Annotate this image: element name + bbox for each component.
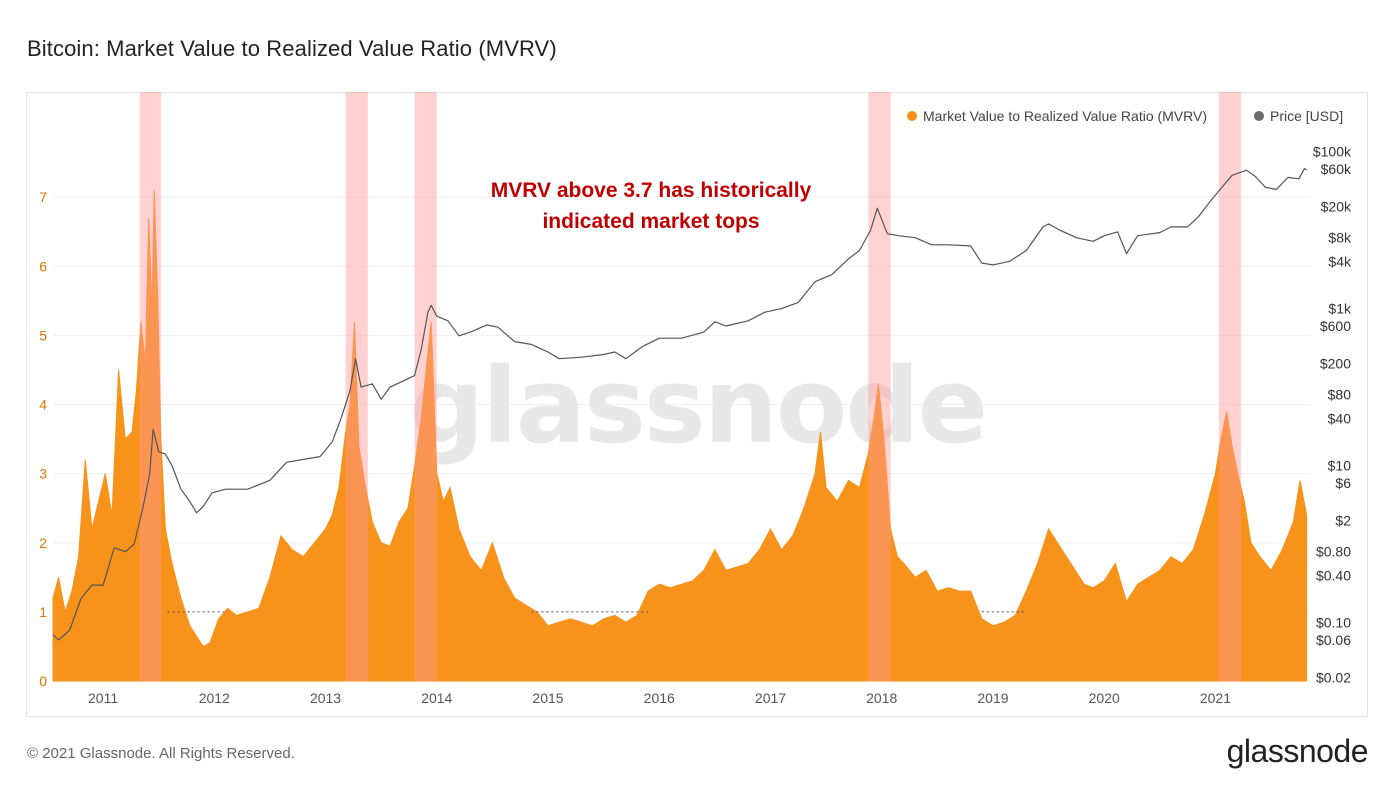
left-tick-label: 3 xyxy=(39,466,47,482)
x-tick-label: 2013 xyxy=(310,690,341,706)
left-tick-label: 7 xyxy=(39,189,47,205)
top-highlight-band xyxy=(414,92,437,681)
price-series xyxy=(52,167,1308,641)
annotation-line-2: indicated market tops xyxy=(542,210,759,233)
x-tick-label: 2016 xyxy=(644,690,675,706)
legend-label-mvrv[interactable]: Market Value to Realized Value Ratio (MV… xyxy=(923,108,1207,124)
right-tick-label: $100k xyxy=(1313,144,1352,160)
highlight-bands xyxy=(139,92,1242,681)
x-tick-label: 2011 xyxy=(88,690,118,706)
x-tick-label: 2017 xyxy=(755,690,786,706)
annotation-line-1: MVRV above 3.7 has historically xyxy=(491,179,812,202)
right-tick-label: $40 xyxy=(1328,410,1352,426)
x-tick-label: 2014 xyxy=(421,690,452,706)
top-highlight-band xyxy=(345,92,368,681)
x-axis: 2011 2012 2013 2014 2015 2016 2017 2018 2019 2020… xyxy=(88,690,1231,706)
page-title: Bitcoin: Market Value to Realized Value … xyxy=(27,36,557,61)
annotation: MVRV above 3.7 has historically indicate… xyxy=(491,179,812,233)
right-tick-label: $6 xyxy=(1335,475,1351,491)
right-tick-label: $4k xyxy=(1328,253,1352,269)
x-tick-label: 2020 xyxy=(1089,690,1120,706)
brand-logo[interactable]: glassnode xyxy=(1226,733,1369,769)
left-tick-label: 2 xyxy=(39,535,47,551)
copyright: © 2021 Glassnode. All Rights Reserved. xyxy=(27,745,295,762)
x-tick-label: 2012 xyxy=(199,690,230,706)
right-tick-label: $0.80 xyxy=(1316,544,1351,560)
right-tick-label: $0.02 xyxy=(1316,669,1351,685)
watermark: glassnode xyxy=(410,345,989,467)
right-tick-label: $80 xyxy=(1328,387,1352,403)
left-axis: 0 1 2 3 4 5 6 7 xyxy=(39,189,47,689)
top-highlight-band xyxy=(1218,92,1242,681)
price-line xyxy=(52,167,1308,641)
left-tick-label: 0 xyxy=(39,673,47,689)
x-tick-label: 2021 xyxy=(1200,690,1231,706)
legend-label-price[interactable]: Price [USD] xyxy=(1270,108,1343,124)
right-tick-label: $0.40 xyxy=(1316,567,1351,583)
right-tick-label: $1k xyxy=(1328,301,1352,317)
left-tick-label: 1 xyxy=(39,604,47,620)
left-tick-label: 6 xyxy=(39,258,47,274)
right-tick-label: $10 xyxy=(1328,458,1352,474)
legend: Market Value to Realized Value Ratio (MV… xyxy=(907,108,1343,124)
chart-panel xyxy=(26,92,1368,717)
x-tick-label: 2015 xyxy=(532,690,563,706)
right-axis: $100k$60k$20k$8k$4k$1k$600$200$80$40$10$… xyxy=(1313,144,1352,686)
legend-swatch-mvrv xyxy=(907,111,917,121)
right-tick-label: $600 xyxy=(1320,318,1351,334)
right-tick-label: $2 xyxy=(1335,512,1351,528)
top-highlight-band xyxy=(139,92,161,681)
top-highlight-band xyxy=(868,92,891,681)
left-tick-label: 4 xyxy=(39,397,47,413)
mvrv-series xyxy=(52,190,1308,682)
left-tick-label: 5 xyxy=(39,327,47,343)
right-tick-label: $60k xyxy=(1321,161,1352,177)
right-tick-label: $8k xyxy=(1328,230,1352,246)
legend-swatch-price xyxy=(1254,111,1264,121)
right-tick-label: $0.10 xyxy=(1316,615,1351,631)
right-tick-label: $200 xyxy=(1320,355,1351,371)
right-tick-label: $20k xyxy=(1321,198,1352,214)
watermark-text: glassnode xyxy=(410,345,987,467)
x-tick-label: 2018 xyxy=(866,690,897,706)
right-tick-label: $0.06 xyxy=(1316,632,1351,648)
x-tick-label: 2019 xyxy=(977,690,1008,706)
mvrv-area xyxy=(52,190,1308,682)
